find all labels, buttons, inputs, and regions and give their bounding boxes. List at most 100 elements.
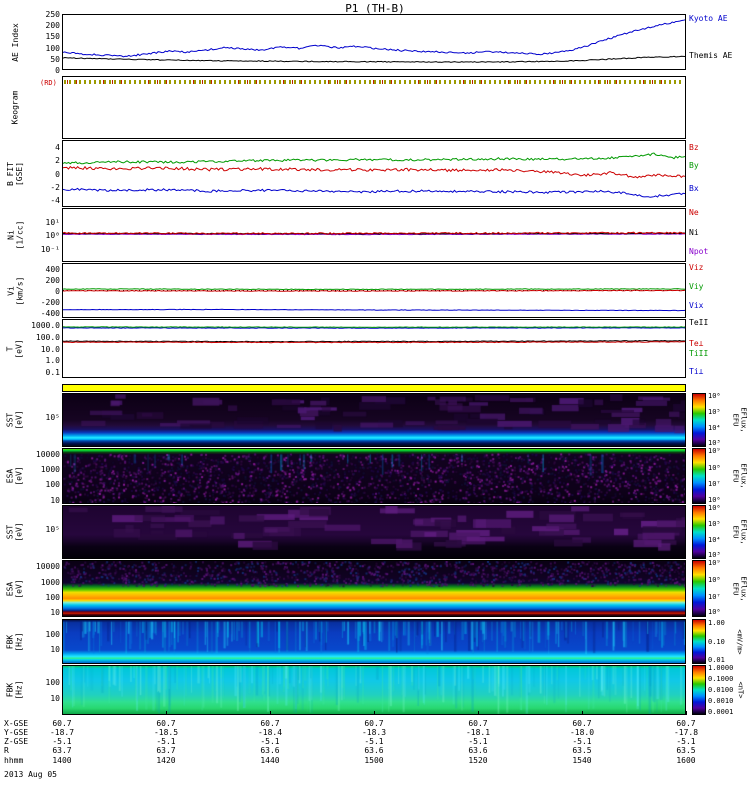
colorbar-tick-label: 0.0100	[708, 686, 734, 694]
plot-title: P1 (TH-B)	[345, 2, 405, 15]
y-axis-label-fbk_e: FBK [Hz]	[2, 619, 28, 664]
y-tick-label: 4	[55, 142, 60, 152]
legend-label: Kyoto AE	[689, 13, 728, 23]
colorbar-axis-label: <nT>	[730, 665, 750, 715]
colorbar-axis-label: EFlux, EFU	[730, 393, 750, 447]
y-tick-label: 0	[55, 169, 60, 179]
y-tick-label: 1.0	[45, 356, 60, 366]
series-Viz	[63, 289, 685, 292]
spectrogram-texture-sst_e	[63, 394, 685, 446]
legend-label: Te⊥	[689, 338, 704, 348]
colorbar-tick-label: 1.0000	[708, 663, 734, 672]
colorbar-tick-label: 10⁹	[708, 446, 721, 455]
eph-value: 63.7	[52, 746, 72, 755]
spectrogram-texture-esa_i	[63, 561, 685, 616]
y-tick-label: 1000.0	[31, 320, 60, 330]
colorbar-tick-label: 0.0010	[708, 697, 734, 705]
y-tick-label: 10⁵	[45, 525, 60, 535]
eph-value: -18.1	[465, 728, 491, 737]
y-tick-label: 150	[45, 32, 60, 42]
time-tick-label: 1600	[676, 756, 696, 765]
x-tick-mark	[478, 711, 479, 715]
x-tick-mark	[270, 711, 271, 715]
colorbar-tick-label: 0.0001	[708, 708, 734, 716]
colorbar-tick-label: 0.01	[708, 655, 725, 664]
line-plot-ae	[63, 19, 685, 63]
colorbar-fbk_b	[692, 665, 706, 715]
eph-value: 60.7	[468, 719, 488, 728]
time-tick-label: 1500	[364, 756, 384, 765]
series-Themis AE	[63, 55, 685, 63]
legend-label: Themis AE	[689, 51, 733, 61]
time-tick-label: 1440	[260, 756, 280, 765]
y-tick-label: 250	[45, 10, 60, 19]
legend-label: By	[689, 161, 699, 171]
eph-value: 60.7	[156, 719, 176, 728]
colorbar-axis-label: EFlux, EFU	[730, 560, 750, 617]
colorbar-tick-label: 1.00	[708, 618, 725, 627]
eph-value: 60.7	[364, 719, 384, 728]
y-tick-label: -2	[50, 182, 60, 192]
colorbar-tick-label: 10⁴	[708, 536, 721, 545]
y-tick-label: 0.1	[45, 368, 60, 378]
spectrogram-texture-sst_i	[63, 506, 685, 558]
y-tick-label: 1000	[40, 577, 60, 587]
colorbar-tick-label: 10⁶	[708, 391, 721, 400]
y-tick-label: 2	[55, 156, 60, 166]
colorbar-sst_i	[692, 505, 706, 559]
keogram-dotted-line	[64, 80, 684, 84]
date-label: 2013 Aug 05	[4, 770, 57, 779]
time-tick-label: 1420	[156, 756, 176, 765]
y-tick-label: 10	[50, 495, 60, 505]
series-Bx	[63, 187, 685, 198]
colorbar-tick-label: 10³	[708, 438, 721, 447]
spectrogram-texture-fbk_b	[63, 666, 685, 714]
y-tick-label: 0	[55, 66, 60, 75]
y-tick-label: 10⁻¹	[40, 244, 60, 254]
eph-value: 60.7	[676, 719, 696, 728]
series-Ti-par	[63, 326, 685, 328]
colorbar-tick-label: 10⁸	[708, 575, 721, 584]
panel-sst_i	[62, 505, 686, 559]
series-Ne	[63, 231, 685, 235]
legend-label: TiII	[689, 348, 709, 358]
y-tick-label: 0	[55, 286, 60, 296]
panel-fbk_e	[62, 619, 686, 664]
eph-value: 60.7	[260, 719, 280, 728]
x-tick-mark	[686, 711, 687, 715]
colorbar-tick-label: 10⁴	[708, 424, 721, 433]
series-Ti-perp	[63, 327, 685, 329]
series-Viy	[63, 288, 685, 291]
y-tick-label: 10	[50, 644, 60, 654]
colorbar-tick-label: 10⁷	[708, 593, 721, 602]
y-tick-label: 10	[50, 608, 60, 618]
colorbar-tick-label: 10⁶	[708, 503, 721, 512]
y-tick-label: 10⁰	[45, 231, 60, 240]
eph-value: 63.6	[468, 746, 488, 755]
y-tick-label: 400	[45, 264, 60, 274]
eph-value: -5.1	[676, 737, 696, 746]
eph-value: -5.1	[468, 737, 488, 746]
eph-value: -18.3	[361, 728, 387, 737]
eph-value: -5.1	[364, 737, 384, 746]
series-Bz	[63, 165, 685, 179]
eph-value: -18.7	[49, 728, 75, 737]
y-tick-label: 200	[45, 275, 60, 285]
colorbar-esa_e	[692, 448, 706, 504]
y-tick-label: 200	[45, 21, 60, 31]
panel-esa_e	[62, 448, 686, 504]
eph-value: -5.1	[572, 737, 592, 746]
y-tick-label: 50	[50, 54, 60, 64]
eph-value: -5.1	[52, 737, 72, 746]
y-axis-label-fbk_b: FBK [Hz]	[2, 665, 28, 715]
y-axis-label-text: AE Index	[10, 22, 20, 62]
colorbar-axis-label-text: <nT>	[735, 681, 744, 699]
legend-label: Vix	[689, 300, 704, 310]
panel-v	[62, 263, 686, 318]
x-tick-mark	[166, 711, 167, 715]
eph-value: 63.6	[260, 746, 280, 755]
eph-value: -17.8	[673, 728, 699, 737]
eph-value: -18.4	[257, 728, 283, 737]
y-tick-label: 10⁵	[45, 413, 60, 423]
colorbar-tick-label: 10⁵	[708, 519, 721, 528]
